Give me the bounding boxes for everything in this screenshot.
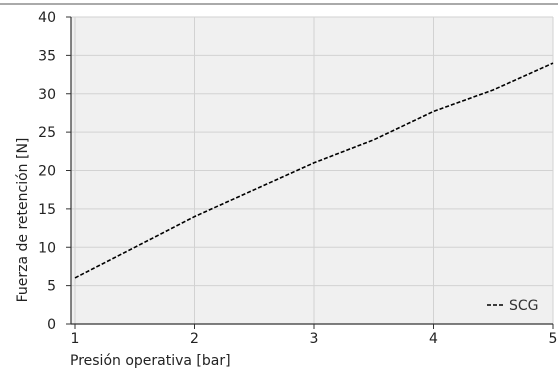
- y-tick-label: 20: [38, 164, 56, 180]
- x-axis-title: Presión operativa [bar]: [70, 353, 231, 369]
- x-tick-label: 4: [429, 331, 438, 347]
- y-axis-title: Fuerza de retención [N]: [15, 138, 31, 303]
- y-axis-ticks: 0 5 10 15 20 25 30 35 40: [38, 10, 71, 333]
- x-tick-label: 5: [549, 331, 558, 347]
- x-tick-label: 1: [71, 331, 80, 347]
- x-tick-label: 3: [310, 331, 319, 347]
- series-layer: [74, 62, 554, 279]
- y-tick-label: 35: [38, 48, 56, 64]
- grid-lines: [71, 16, 554, 324]
- y-tick-label: 25: [38, 125, 56, 141]
- y-tick-label: 0: [47, 317, 56, 333]
- y-tick-label: 40: [38, 10, 56, 26]
- legend-label: SCG: [509, 298, 539, 314]
- y-tick-label: 10: [38, 240, 56, 256]
- series-line-scg: [74, 62, 554, 279]
- legend: SCG: [487, 298, 539, 314]
- y-tick-label: 30: [38, 87, 56, 103]
- x-axis-ticks: 1 2 3 4 5: [71, 324, 558, 347]
- x-tick-label: 2: [190, 331, 199, 347]
- y-tick-label: 5: [47, 279, 56, 295]
- y-tick-label: 15: [38, 202, 56, 218]
